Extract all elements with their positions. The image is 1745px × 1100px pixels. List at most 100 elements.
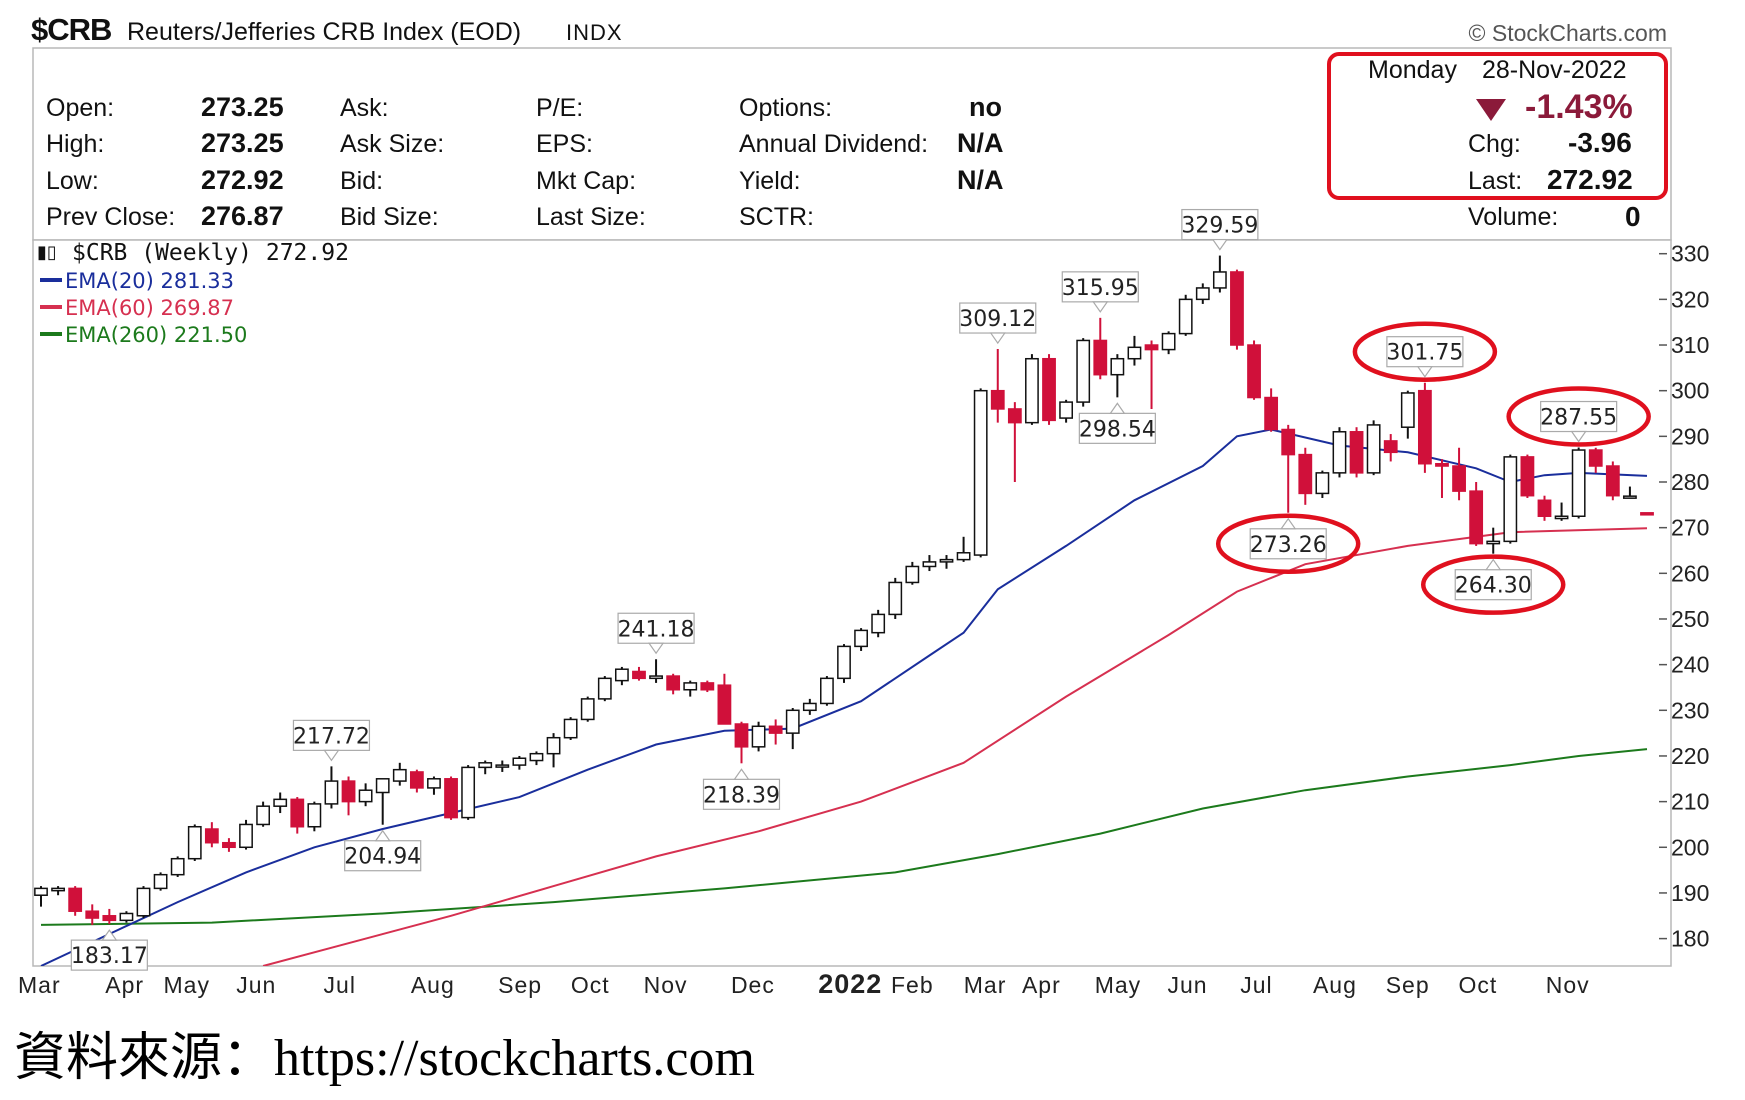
candle [1605,461,1620,501]
candle [649,659,663,683]
candle-body [614,668,629,682]
candle [1264,388,1279,432]
candle-body [34,887,48,896]
annotation-pointer [1280,517,1297,530]
candle [871,609,886,638]
candle-body [563,718,578,739]
price-annotation: 309.12 [959,302,1037,345]
candle-body [939,558,954,563]
candle-body [1469,490,1484,545]
candle [683,680,698,697]
prevclose-value: 276.87 [201,201,284,231]
annotation-label: 204.94 [344,845,421,870]
candle [1332,427,1347,478]
candle-body [239,823,253,849]
candle-body [1640,512,1654,516]
candle-body [1127,346,1142,360]
pct-change: -1.43% [1525,88,1633,126]
low-value: 272.92 [201,165,284,195]
annotation-box [1386,336,1464,368]
candle-body [68,887,83,912]
price-annotation: 218.39 [702,768,781,810]
y-tick-label: 180 [1671,926,1709,952]
candle-icon: ▮▯ [37,242,57,263]
candle [444,776,458,820]
candle-body [1435,462,1449,467]
high-label: High: [46,130,105,158]
x-tick-label: Apr [105,972,144,998]
candle-body [956,552,971,561]
annotation-pointer [1109,402,1126,414]
price-annotation: 183.17 [70,929,148,971]
y-tick-label: 310 [1671,332,1709,358]
asksize-label: Ask Size: [340,130,445,158]
candle [1230,269,1244,350]
candle-body [734,723,749,748]
candle [290,797,305,834]
annotation-label: 309.12 [959,307,1036,332]
candle [68,886,83,916]
candle [768,719,783,745]
candle [204,822,219,848]
x-tick-label: Jul [1240,972,1272,998]
candle-body [1281,428,1296,456]
price-annotation: 204.94 [344,829,422,872]
candle [785,708,800,750]
chg-label: Chg: [1468,130,1521,158]
candle [239,819,253,850]
low-label: Low: [46,167,99,195]
candle [392,762,407,786]
down-triangle-icon [1476,99,1506,121]
annotation-pointer [733,768,750,780]
annotation-label: 329.59 [1181,214,1258,239]
x-tick-label: Oct [571,972,610,998]
options-value: no [969,92,1002,122]
candle-body [1623,495,1637,499]
candle [1537,495,1552,521]
candle [34,886,48,907]
y-tick-label: 290 [1671,423,1709,449]
last-label: Last: [1468,167,1523,195]
candle [170,856,185,877]
annotation-label: 217.72 [293,724,370,749]
highlight-circle [1506,386,1651,447]
candle [85,904,100,925]
candle [1503,454,1518,544]
candle [102,908,117,925]
candle [717,673,732,725]
annotation-label: 315.95 [1062,276,1139,301]
candle [666,673,681,695]
price-annotation: 287.55 [1506,386,1651,447]
ema20-legend-label: EMA(20) 281.33 [65,269,234,293]
candle-body [1093,339,1108,376]
legend-main: $CRB (Weekly) 272.92 [72,240,349,266]
candle [136,886,151,919]
candle-body [1298,453,1313,495]
quote-panel [32,47,1672,241]
candle [837,644,851,683]
lastsize-label: Last Size: [536,203,646,231]
candle [495,760,510,772]
annotation-label: 183.17 [71,944,148,969]
ema260-line [40,748,1648,926]
candle-body [683,682,698,691]
candle [1640,512,1654,516]
candle-body [1025,357,1039,424]
annotation-pointer [1211,238,1229,251]
candle-body [1383,440,1398,454]
annotation-label: 287.55 [1540,406,1617,431]
candle-body [256,805,271,826]
annotation-pointer [1570,430,1587,443]
candle [820,676,834,706]
x-tick-label: Jun [1167,972,1207,998]
candle [1315,470,1330,498]
candle-body [1503,456,1518,543]
quote-panel-border [32,47,1672,241]
candle-body [905,565,920,584]
candle-body [1144,344,1159,351]
candle-body [1452,465,1466,492]
y-tick-label: 210 [1671,789,1709,815]
candle [1178,294,1193,336]
candle-body [666,675,681,691]
candle [905,561,920,585]
